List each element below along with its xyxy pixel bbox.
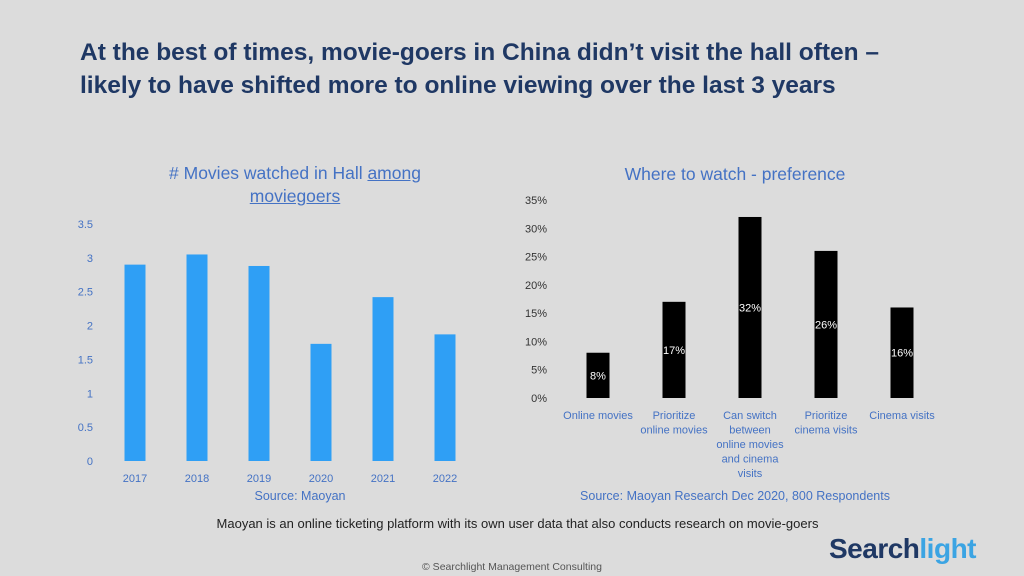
footnote: Maoyan is an online ticketing platform w…: [216, 516, 819, 531]
y-tick-label: 1: [87, 388, 93, 400]
x-tick-label: Cinema visits: [869, 410, 935, 422]
x-tick-label-line: Online movies: [563, 410, 633, 422]
x-tick-label-line: Prioritize: [805, 410, 848, 422]
bar: [310, 343, 332, 461]
bar: [434, 334, 456, 461]
x-tick-label: 2019: [247, 473, 271, 485]
x-tick-label: Prioritize cinema visits: [795, 410, 858, 437]
x-tick-label: 2017: [123, 473, 147, 485]
movies-watched-chart: 0 0.5 1 1.5 2 2.5 3 3.5 2017 2018 2019 2020 2021 2022: [78, 219, 458, 485]
data-label: 32%: [739, 302, 761, 314]
y-tick-label: 2: [87, 321, 93, 333]
bar: [738, 216, 762, 398]
left-chart-title-underlined-2: moviegoers: [249, 186, 341, 206]
copyright: © Searchlight Management Consulting: [422, 561, 602, 573]
x-tick-label: 2022: [433, 473, 457, 485]
y-tick-label: 20%: [525, 280, 547, 292]
data-label: 8%: [590, 370, 606, 382]
y-tick-label: 2.5: [78, 287, 93, 299]
x-tick-label: 2021: [371, 473, 395, 485]
bar: [124, 264, 146, 461]
x-tick-label: 2020: [309, 473, 333, 485]
x-tick-label-line: and cinema: [722, 454, 780, 466]
y-tick-label: 3: [87, 253, 93, 265]
logo-part-1: Search: [829, 533, 920, 564]
data-label: 16%: [891, 348, 913, 360]
left-chart-title: # Movies watched in Hall among moviegoer…: [130, 162, 460, 208]
data-label: 17%: [663, 345, 685, 357]
data-label: 26%: [815, 319, 837, 331]
x-tick-label: 2018: [185, 473, 209, 485]
logo-part-2: light: [919, 533, 976, 564]
title-line-1: At the best of times, movie-goers in Chi…: [80, 39, 880, 66]
right-chart-title: Where to watch - preference: [624, 164, 846, 184]
y-tick-label: 0%: [531, 393, 547, 405]
page-title: At the best of times, movie-goers in Chi…: [80, 36, 980, 102]
bar: [372, 297, 394, 461]
y-tick-label: 3.5: [78, 219, 93, 231]
y-tick-label: 25%: [525, 252, 547, 264]
x-tick-label-line: cinema visits: [795, 425, 858, 437]
x-tick-label: Can switch between online movies and cinema…: [716, 410, 784, 480]
x-tick-label-line: online movies: [716, 439, 784, 451]
x-tick-label-line: online movies: [640, 425, 708, 437]
bar: [890, 307, 914, 398]
where-to-watch-chart: 0% 5% 10% 15% 20% 25% 30% 35% 8% Online movies 17%…: [525, 195, 935, 480]
x-tick-label-line: Cinema visits: [869, 410, 935, 422]
left-chart-title-text: # Movies watched in Hall: [169, 163, 368, 183]
x-tick-label: Prioritize online movies: [640, 410, 708, 437]
bar: [586, 352, 610, 398]
bar: [814, 250, 838, 398]
y-tick-label: 30%: [525, 223, 547, 235]
y-tick-label: 15%: [525, 308, 547, 320]
x-tick-label-line: between: [729, 425, 771, 437]
y-tick-label: 5%: [531, 365, 547, 377]
searchlight-logo: Searchlight: [829, 533, 976, 565]
bar: [662, 301, 686, 398]
bar: [186, 254, 208, 461]
x-tick-label: Online movies: [563, 410, 633, 422]
x-tick-label-line: visits: [738, 468, 763, 480]
y-tick-label: 1.5: [78, 354, 93, 366]
x-tick-label-line: Prioritize: [653, 410, 696, 422]
x-tick-label-line: Can switch: [723, 410, 777, 422]
left-chart-title-underlined: among: [367, 163, 421, 183]
y-tick-label: 0: [87, 456, 93, 468]
title-line-2: likely to have shifted more to online vi…: [80, 72, 836, 99]
y-tick-label: 0.5: [78, 422, 93, 434]
y-tick-label: 10%: [525, 336, 547, 348]
right-chart-source: Source: Maoyan Research Dec 2020, 800 Re…: [580, 489, 890, 503]
left-chart-source: Source: Maoyan: [254, 489, 346, 503]
y-tick-label: 35%: [525, 195, 547, 207]
bar: [248, 265, 270, 461]
